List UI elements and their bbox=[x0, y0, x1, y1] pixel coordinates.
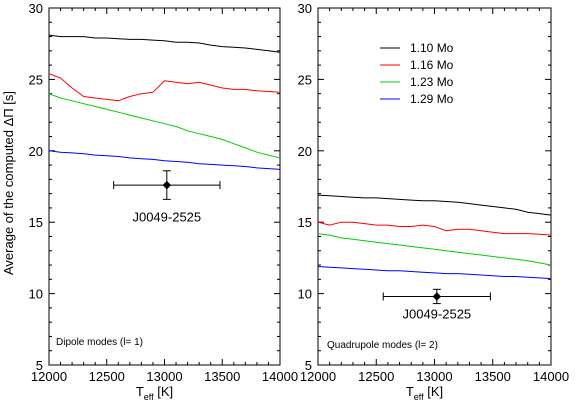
series-line bbox=[317, 266, 552, 280]
y-tick-label: 20 bbox=[298, 144, 312, 159]
star-marker bbox=[432, 292, 442, 301]
x-axis-label-unit: [K] bbox=[154, 384, 174, 399]
series-line bbox=[317, 194, 552, 216]
x-tick-label: 14000 bbox=[533, 369, 569, 384]
y-tick-label: 5 bbox=[305, 358, 312, 373]
star-marker bbox=[162, 180, 172, 190]
legend-entry: 1.16 Mo bbox=[410, 58, 454, 72]
mode-annotation: Dipole modes (l= 1) bbox=[56, 337, 143, 348]
x-tick-label: 12000 bbox=[31, 369, 67, 384]
mode-annotation: Quadrupole modes (l= 2) bbox=[327, 340, 438, 351]
y-tick-label: 15 bbox=[29, 215, 43, 230]
y-tick-label: 25 bbox=[298, 72, 312, 87]
series-line bbox=[48, 93, 281, 159]
series-line bbox=[317, 233, 552, 266]
x-tick-label: 12000 bbox=[300, 369, 336, 384]
y-tick-label: 25 bbox=[29, 72, 43, 87]
legend-entry: 1.10 Mo bbox=[410, 41, 454, 55]
x-axis-label-main: T bbox=[406, 384, 414, 399]
x-tick-label: 14000 bbox=[262, 369, 298, 384]
series-line bbox=[48, 73, 281, 102]
y-tick-label: 10 bbox=[29, 287, 43, 302]
legend-entry: 1.23 Mo bbox=[410, 75, 454, 89]
series-line bbox=[48, 34, 281, 53]
star-label: J0049-2525 bbox=[402, 306, 471, 321]
y-tick-label: 30 bbox=[29, 1, 43, 16]
y-tick-label: 20 bbox=[29, 144, 43, 159]
x-axis-label: Teff [K] bbox=[406, 384, 443, 402]
quadrupole-panel: 12000 12500 13000 13500 14000 5 10 15 20 25 30 J004… bbox=[298, 1, 570, 402]
x-tick-label: 13500 bbox=[475, 369, 511, 384]
dipole-panel: 12000 12500 13000 13500 14000 5 10 15 20 25 30 J004… bbox=[29, 1, 299, 402]
x-axis-label-sub: eff bbox=[414, 392, 424, 402]
y-tick-label: 30 bbox=[298, 1, 312, 16]
series-line bbox=[48, 150, 281, 170]
x-tick-label: 13500 bbox=[204, 369, 240, 384]
x-axis-label-unit: [K] bbox=[424, 384, 444, 399]
x-axis-label: Teff [K] bbox=[136, 384, 173, 402]
y-tick-label: 10 bbox=[298, 287, 312, 302]
x-tick-label: 12500 bbox=[358, 369, 394, 384]
x-axis-label-sub: eff bbox=[144, 392, 154, 402]
series-line bbox=[317, 221, 552, 236]
y-tick-label: 15 bbox=[298, 215, 312, 230]
x-tick-label: 13000 bbox=[416, 369, 452, 384]
legend-entry: 1.29 Mo bbox=[410, 92, 454, 106]
x-axis-label-main: T bbox=[136, 384, 144, 399]
x-tick-label: 13000 bbox=[146, 369, 182, 384]
y-tick-label: 5 bbox=[36, 358, 43, 373]
x-tick-label: 12500 bbox=[89, 369, 125, 384]
y-axis-label: Average of the computed ΔΠ [s] bbox=[1, 91, 16, 275]
star-label: J0049-2525 bbox=[132, 209, 201, 224]
